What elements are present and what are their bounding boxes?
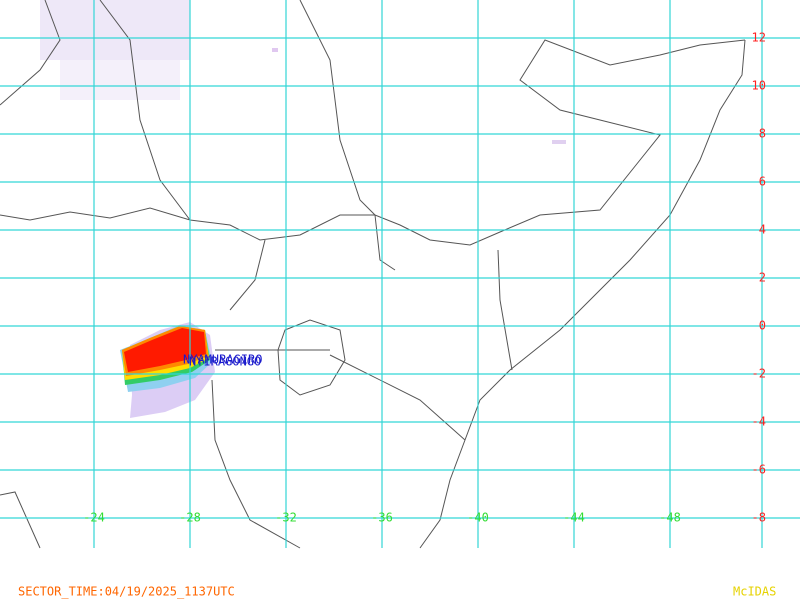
station-label: NYIRAGONGO [189,355,261,369]
lat-label: 2 [759,271,766,285]
sector-time: SECTOR_TIME:04/19/2025_1137UTC [18,585,235,599]
lat-label: -4 [752,415,766,429]
lat-label: 4 [759,223,766,237]
station-label: NYAMURAGIRO [183,353,262,367]
lat-label: -2 [752,367,766,381]
borders [0,0,746,549]
graticule [0,0,800,548]
faint-cloud [40,0,566,144]
lon-label: -44 [563,511,585,525]
brand: McIDAS [733,585,776,599]
lon-label: -48 [659,511,681,525]
lat-label: 6 [759,175,766,189]
lon-label: -32 [275,511,297,525]
lat-label: 0 [759,319,766,333]
lon-label: -36 [371,511,393,525]
lat-label: -6 [752,463,766,477]
lon-label: -28 [179,511,201,525]
lat-label: 10 [752,79,766,93]
lat-label: 12 [752,31,766,45]
lon-label: -24 [83,511,105,525]
lat-label: -8 [752,511,766,525]
lon-label: -40 [467,511,489,525]
volcanic-plume [120,322,215,418]
lat-label: 8 [759,127,766,141]
